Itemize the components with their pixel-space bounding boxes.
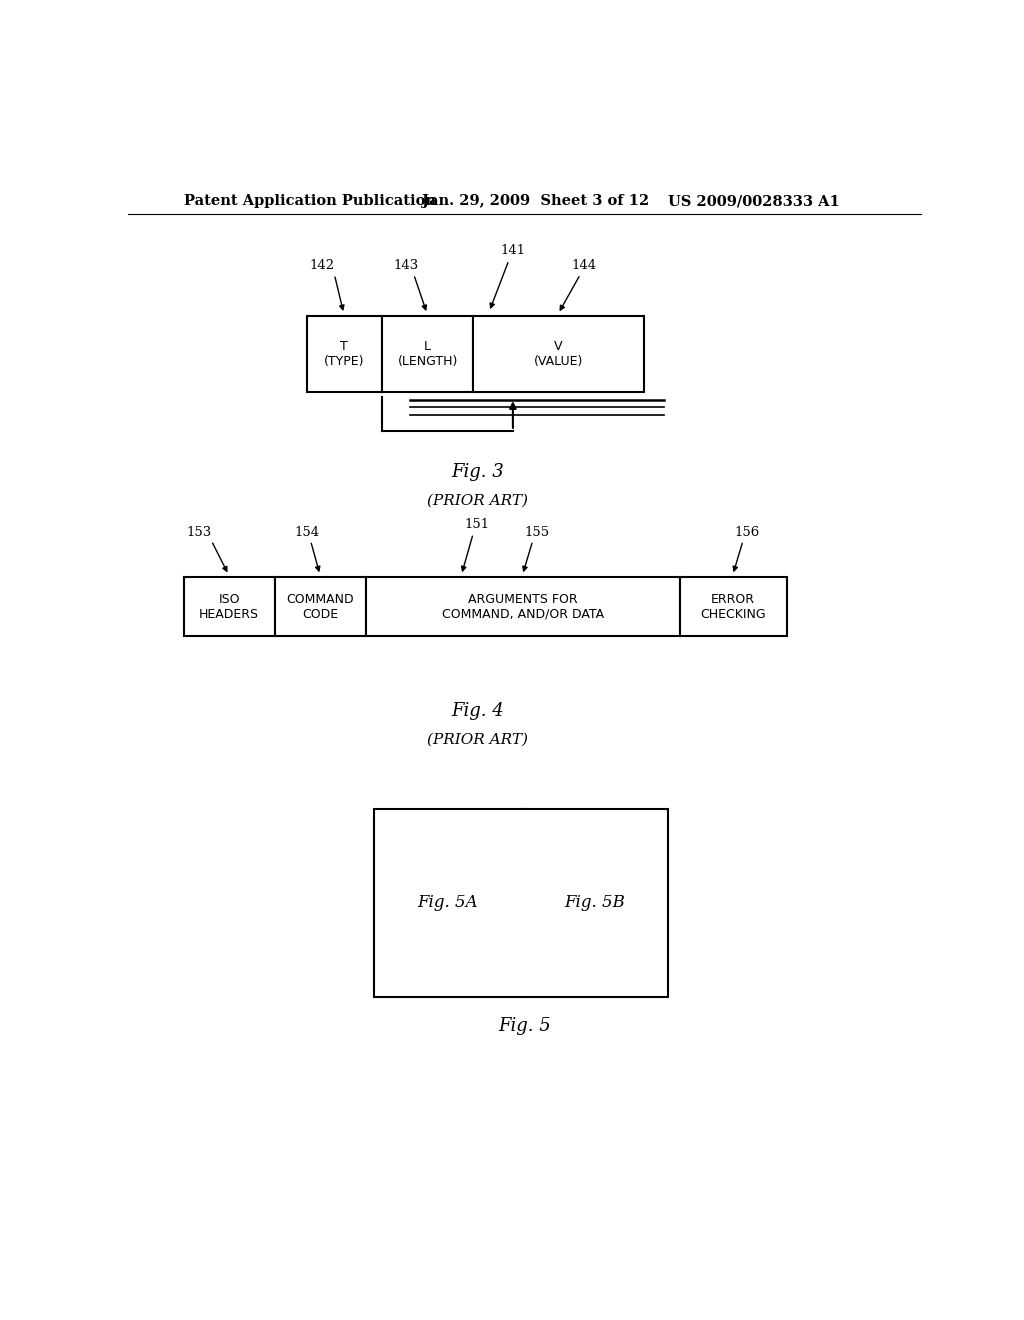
Text: ARGUMENTS FOR
COMMAND, AND/OR DATA: ARGUMENTS FOR COMMAND, AND/OR DATA: [441, 593, 604, 620]
Text: L
(LENGTH): L (LENGTH): [397, 341, 458, 368]
Text: Fig. 3: Fig. 3: [451, 463, 504, 482]
Text: 154: 154: [294, 525, 319, 539]
Text: 151: 151: [465, 519, 489, 532]
Text: Fig. 5B: Fig. 5B: [564, 895, 625, 911]
Text: Jan. 29, 2009  Sheet 3 of 12: Jan. 29, 2009 Sheet 3 of 12: [422, 194, 649, 209]
Text: Fig. 4: Fig. 4: [451, 702, 504, 721]
Text: ERROR
CHECKING: ERROR CHECKING: [700, 593, 766, 620]
Text: T
(TYPE): T (TYPE): [324, 341, 365, 368]
Text: Patent Application Publication: Patent Application Publication: [183, 194, 435, 209]
FancyBboxPatch shape: [374, 809, 668, 997]
Text: 155: 155: [524, 525, 549, 539]
FancyBboxPatch shape: [274, 577, 367, 636]
FancyBboxPatch shape: [183, 577, 274, 636]
Text: V
(VALUE): V (VALUE): [534, 341, 584, 368]
Text: 144: 144: [571, 259, 597, 272]
Text: Fig. 5A: Fig. 5A: [417, 895, 478, 911]
Text: 141: 141: [501, 244, 525, 257]
Text: ISO
HEADERS: ISO HEADERS: [200, 593, 259, 620]
Text: COMMAND
CODE: COMMAND CODE: [287, 593, 354, 620]
Text: Fig. 5: Fig. 5: [499, 1018, 551, 1035]
Text: (PRIOR ART): (PRIOR ART): [427, 733, 527, 747]
FancyBboxPatch shape: [680, 577, 786, 636]
Text: 153: 153: [186, 525, 212, 539]
FancyBboxPatch shape: [367, 577, 680, 636]
FancyBboxPatch shape: [382, 315, 473, 392]
Text: 143: 143: [393, 259, 419, 272]
Text: 156: 156: [734, 525, 760, 539]
FancyBboxPatch shape: [473, 315, 644, 392]
Text: US 2009/0028333 A1: US 2009/0028333 A1: [668, 194, 840, 209]
FancyBboxPatch shape: [306, 315, 382, 392]
Text: (PRIOR ART): (PRIOR ART): [427, 494, 527, 508]
Text: 142: 142: [310, 259, 335, 272]
